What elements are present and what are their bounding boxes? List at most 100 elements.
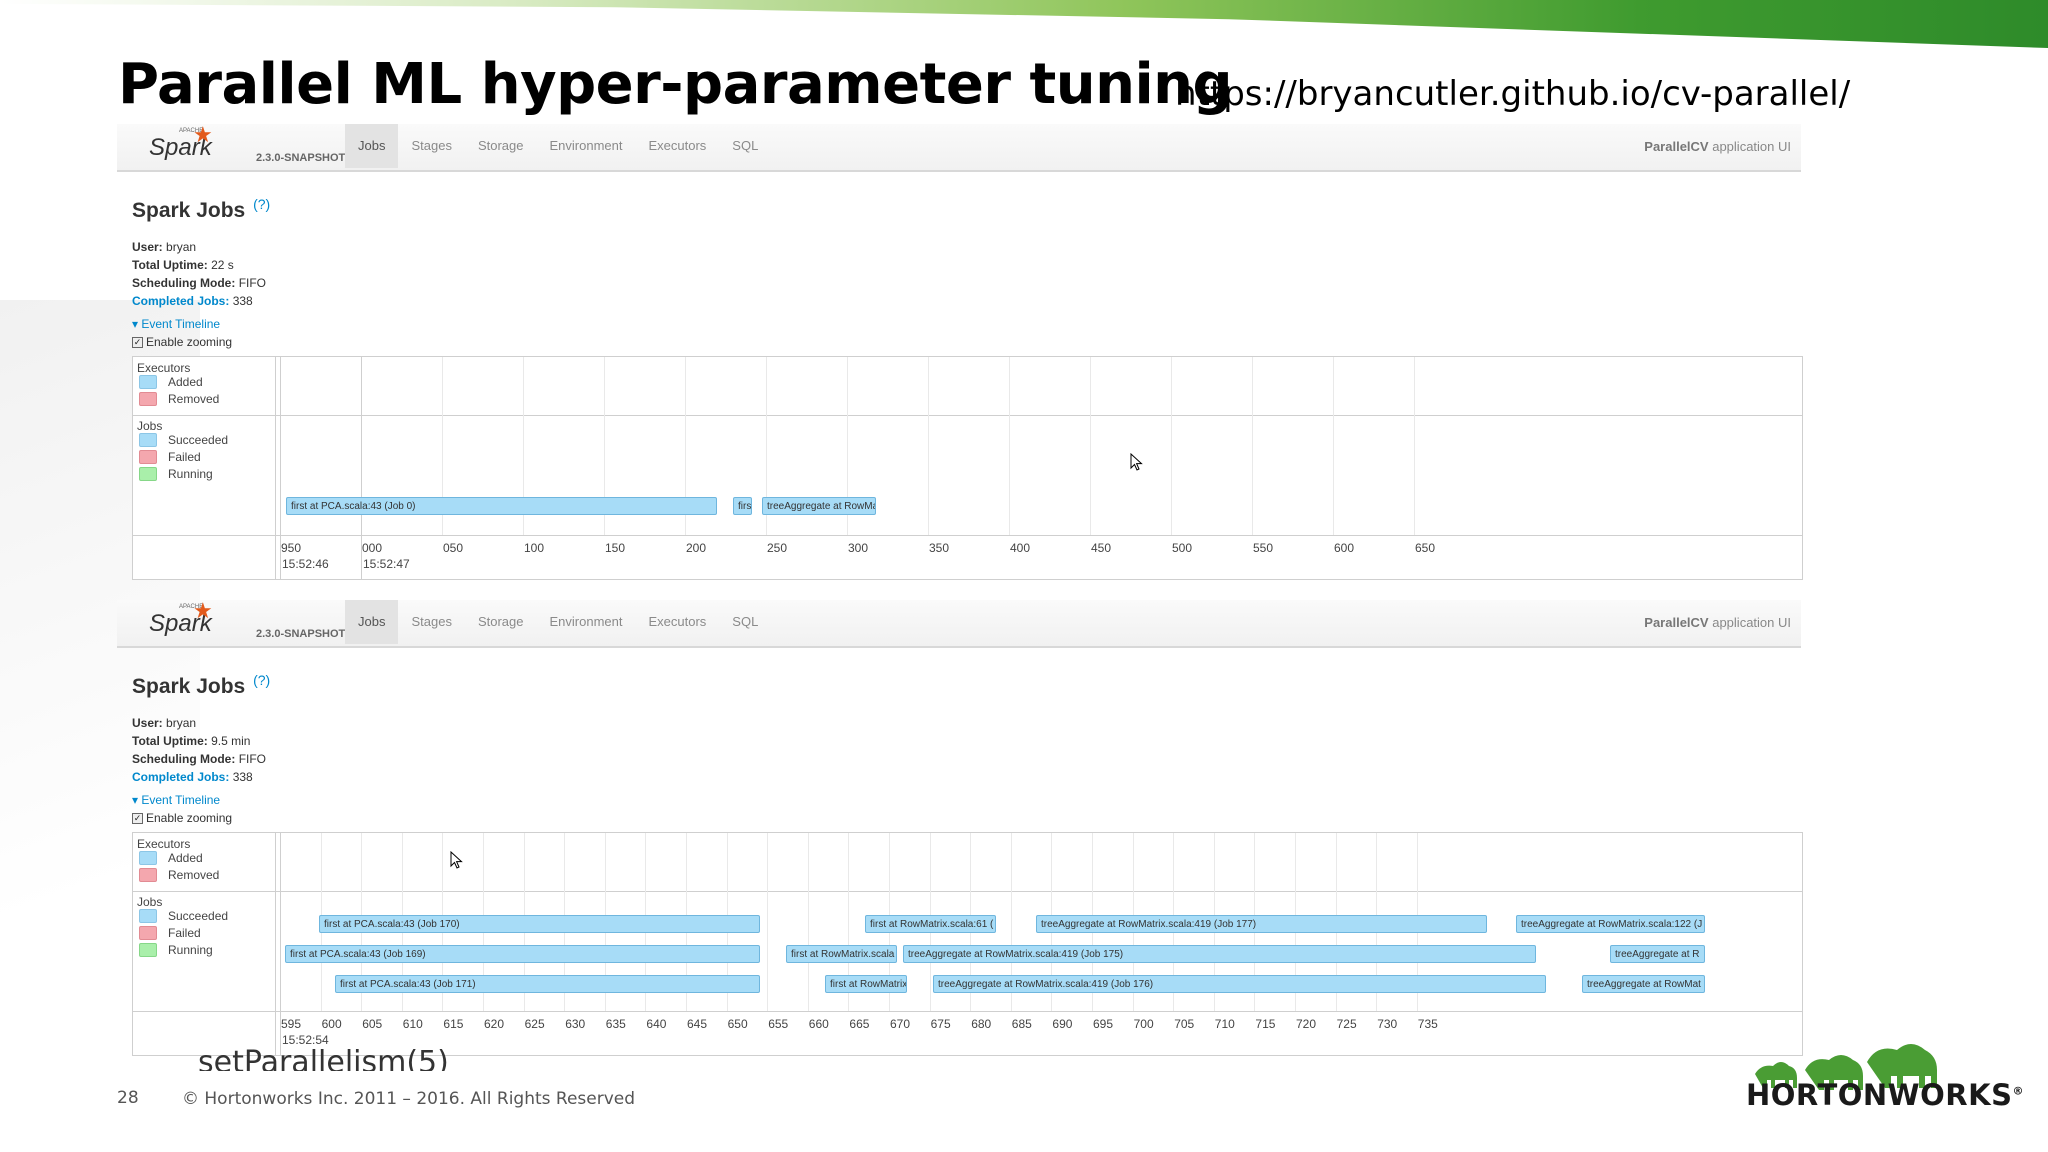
- event-timeline[interactable]: Executors Added Removed Jobs Succeeded F…: [132, 832, 1803, 1056]
- job-bar[interactable]: first at PCA.scala:43 (Job 169): [285, 945, 760, 963]
- event-timeline[interactable]: Executors Added Removed Jobs Succeeded F…: [132, 356, 1803, 580]
- grid-line: [848, 833, 850, 1011]
- tab-sql[interactable]: SQL: [732, 138, 759, 153]
- legend-failed-label: Failed: [168, 450, 201, 464]
- legend-running-label: Running: [168, 943, 213, 957]
- grid-line: [280, 833, 281, 1055]
- tab-executors[interactable]: Executors: [648, 138, 707, 153]
- axis-line: [133, 535, 1802, 536]
- axis-tick-label: 600: [1334, 541, 1355, 555]
- tab-executors[interactable]: Executors: [648, 614, 707, 629]
- axis-tick-label: 630: [565, 1017, 586, 1031]
- job-bar[interactable]: treeAggregate at RowMatrix.scala:419 (Jo…: [933, 975, 1546, 993]
- legend-added: Added: [139, 851, 203, 865]
- job-bar[interactable]: treeAggregate at RowMatrix.scala:419 (Jo…: [762, 497, 876, 515]
- spark-ui-screenshot-2: APACHE Spark ★ 2.3.0-SNAPSHOT Jobs Stages…: [117, 598, 1803, 1056]
- grid-line: [361, 357, 362, 579]
- job-bar[interactable]: first at PCA.scala:43 (Job 171): [335, 975, 760, 993]
- jobs-lane-label: Jobs Succeeded Failed Running: [133, 415, 276, 535]
- help-link[interactable]: (?): [253, 196, 271, 212]
- axis-tick-label: 655: [768, 1017, 789, 1031]
- job-bar[interactable]: first at RowMatrix: [825, 975, 907, 993]
- completed-jobs-link[interactable]: Completed Jobs:: [132, 770, 230, 784]
- application-name: ParallelCV application UI: [1644, 600, 1791, 646]
- tab-storage[interactable]: Storage: [477, 614, 524, 629]
- tab-environment[interactable]: Environment: [549, 138, 623, 153]
- slide-title: Parallel ML hyper-parameter tuning: [118, 52, 1233, 117]
- job-bar[interactable]: first at RowMatrix.scala: [786, 945, 897, 963]
- job-bar[interactable]: first at RowMatrix.scala:61 (: [865, 915, 996, 933]
- tab-stages[interactable]: Stages: [411, 614, 452, 629]
- timeline-plot[interactable]: 950 000 050 100 150 200 250 300 350 400 450 500 550 6…: [276, 357, 1802, 579]
- axis-major-time-label: 15:52:47: [363, 557, 410, 571]
- tab-storage[interactable]: Storage: [477, 138, 524, 153]
- timeline-plot[interactable]: 595 600 605 610 615 620 625 630 635 640 645 650 655 6…: [276, 833, 1802, 1055]
- slide-url: https://bryancutler.github.io/cv-paralle…: [1175, 74, 1851, 114]
- spark-star-icon: ★: [193, 122, 213, 147]
- tab-jobs[interactable]: Jobs: [345, 600, 399, 644]
- event-timeline-toggle[interactable]: ▾ Event Timeline: [132, 317, 220, 331]
- slide-top-band: [0, 0, 2048, 48]
- added-swatch: [139, 375, 157, 389]
- legend-running-label: Running: [168, 467, 213, 481]
- axis-major-time-label: 15:52:54: [282, 1033, 329, 1047]
- enable-zooming-checkbox[interactable]: ✓: [132, 812, 143, 824]
- legend-failed-label: Failed: [168, 926, 201, 940]
- axis-tick-label: 595: [281, 1017, 302, 1031]
- application-name-rest: application UI: [1708, 139, 1791, 154]
- tab-stages[interactable]: Stages: [411, 138, 452, 153]
- slide-copyright: © Hortonworks Inc. 2011 – 2016. All Righ…: [182, 1089, 636, 1109]
- job-bar[interactable]: first at PCA.scala:43 (Job 170): [319, 915, 760, 933]
- executors-heading: Executors: [137, 837, 191, 851]
- job-bar[interactable]: treeAggregate at RowMatrix.scala:122 (J: [1516, 915, 1705, 933]
- registered-mark: ®: [2012, 1084, 2024, 1098]
- tab-jobs[interactable]: Jobs: [345, 124, 399, 168]
- summary-user-label: User:: [132, 240, 163, 254]
- failed-swatch: [139, 450, 157, 464]
- executors-lane-label: Executors Added Removed: [133, 833, 276, 891]
- tab-sql[interactable]: SQL: [732, 614, 759, 629]
- axis-tick-label: 610: [402, 1017, 423, 1031]
- axis-tick-label: 685: [1011, 1017, 1032, 1031]
- axis-tick-label: 715: [1255, 1017, 1276, 1031]
- job-bar[interactable]: treeAggregate at R: [1610, 945, 1705, 963]
- hortonworks-elephants-logo: [1755, 1044, 1937, 1090]
- axis-tick-label: 615: [443, 1017, 464, 1031]
- legend-removed-label: Removed: [168, 868, 220, 882]
- legend-failed: Failed: [139, 926, 201, 940]
- added-swatch: [139, 851, 157, 865]
- enable-zooming-checkbox[interactable]: ✓: [132, 336, 143, 348]
- grid-line: [766, 357, 767, 535]
- summary-user-label: User:: [132, 716, 163, 730]
- enable-zooming-label: Enable zooming: [146, 811, 233, 825]
- help-link[interactable]: (?): [253, 672, 271, 688]
- job-bar[interactable]: treeAggregate at RowMatrix.scala:419 (Jo…: [1036, 915, 1487, 933]
- grid-line: [523, 357, 524, 535]
- job-bar[interactable]: first at: [733, 497, 752, 515]
- running-swatch: [139, 943, 157, 957]
- job-bar[interactable]: treeAggregate at RowMat: [1582, 975, 1705, 993]
- succeeded-swatch: [139, 433, 157, 447]
- spark-logo-word: Spark: [149, 610, 212, 637]
- axis-major-time-label: 15:52:46: [282, 557, 329, 571]
- grid-line: [685, 357, 686, 535]
- event-timeline-toggle[interactable]: ▾ Event Timeline: [132, 793, 220, 807]
- grid-line: [807, 833, 809, 1011]
- summary-user-value: bryan: [166, 716, 197, 730]
- enable-zooming-row[interactable]: ✓ Enable zooming: [132, 335, 232, 349]
- job-bar[interactable]: treeAggregate at RowMatrix.scala:419 (Jo…: [903, 945, 1536, 963]
- axis-tick-label: 705: [1174, 1017, 1195, 1031]
- axis-tick-label: 300: [848, 541, 869, 555]
- axis-tick-label: 660: [808, 1017, 829, 1031]
- job-bar[interactable]: first at PCA.scala:43 (Job 0): [286, 497, 717, 515]
- axis-tick-label: 605: [362, 1017, 383, 1031]
- axis-tick-label: 640: [646, 1017, 667, 1031]
- enable-zooming-row[interactable]: ✓ Enable zooming: [132, 811, 232, 825]
- tab-environment[interactable]: Environment: [549, 614, 623, 629]
- summary-completed-value: 338: [232, 294, 253, 308]
- completed-jobs-link[interactable]: Completed Jobs:: [132, 294, 230, 308]
- axis-tick-label: 620: [484, 1017, 505, 1031]
- grid-line: [604, 357, 605, 535]
- legend-succeeded: Succeeded: [139, 909, 228, 923]
- legend-running: Running: [139, 943, 213, 957]
